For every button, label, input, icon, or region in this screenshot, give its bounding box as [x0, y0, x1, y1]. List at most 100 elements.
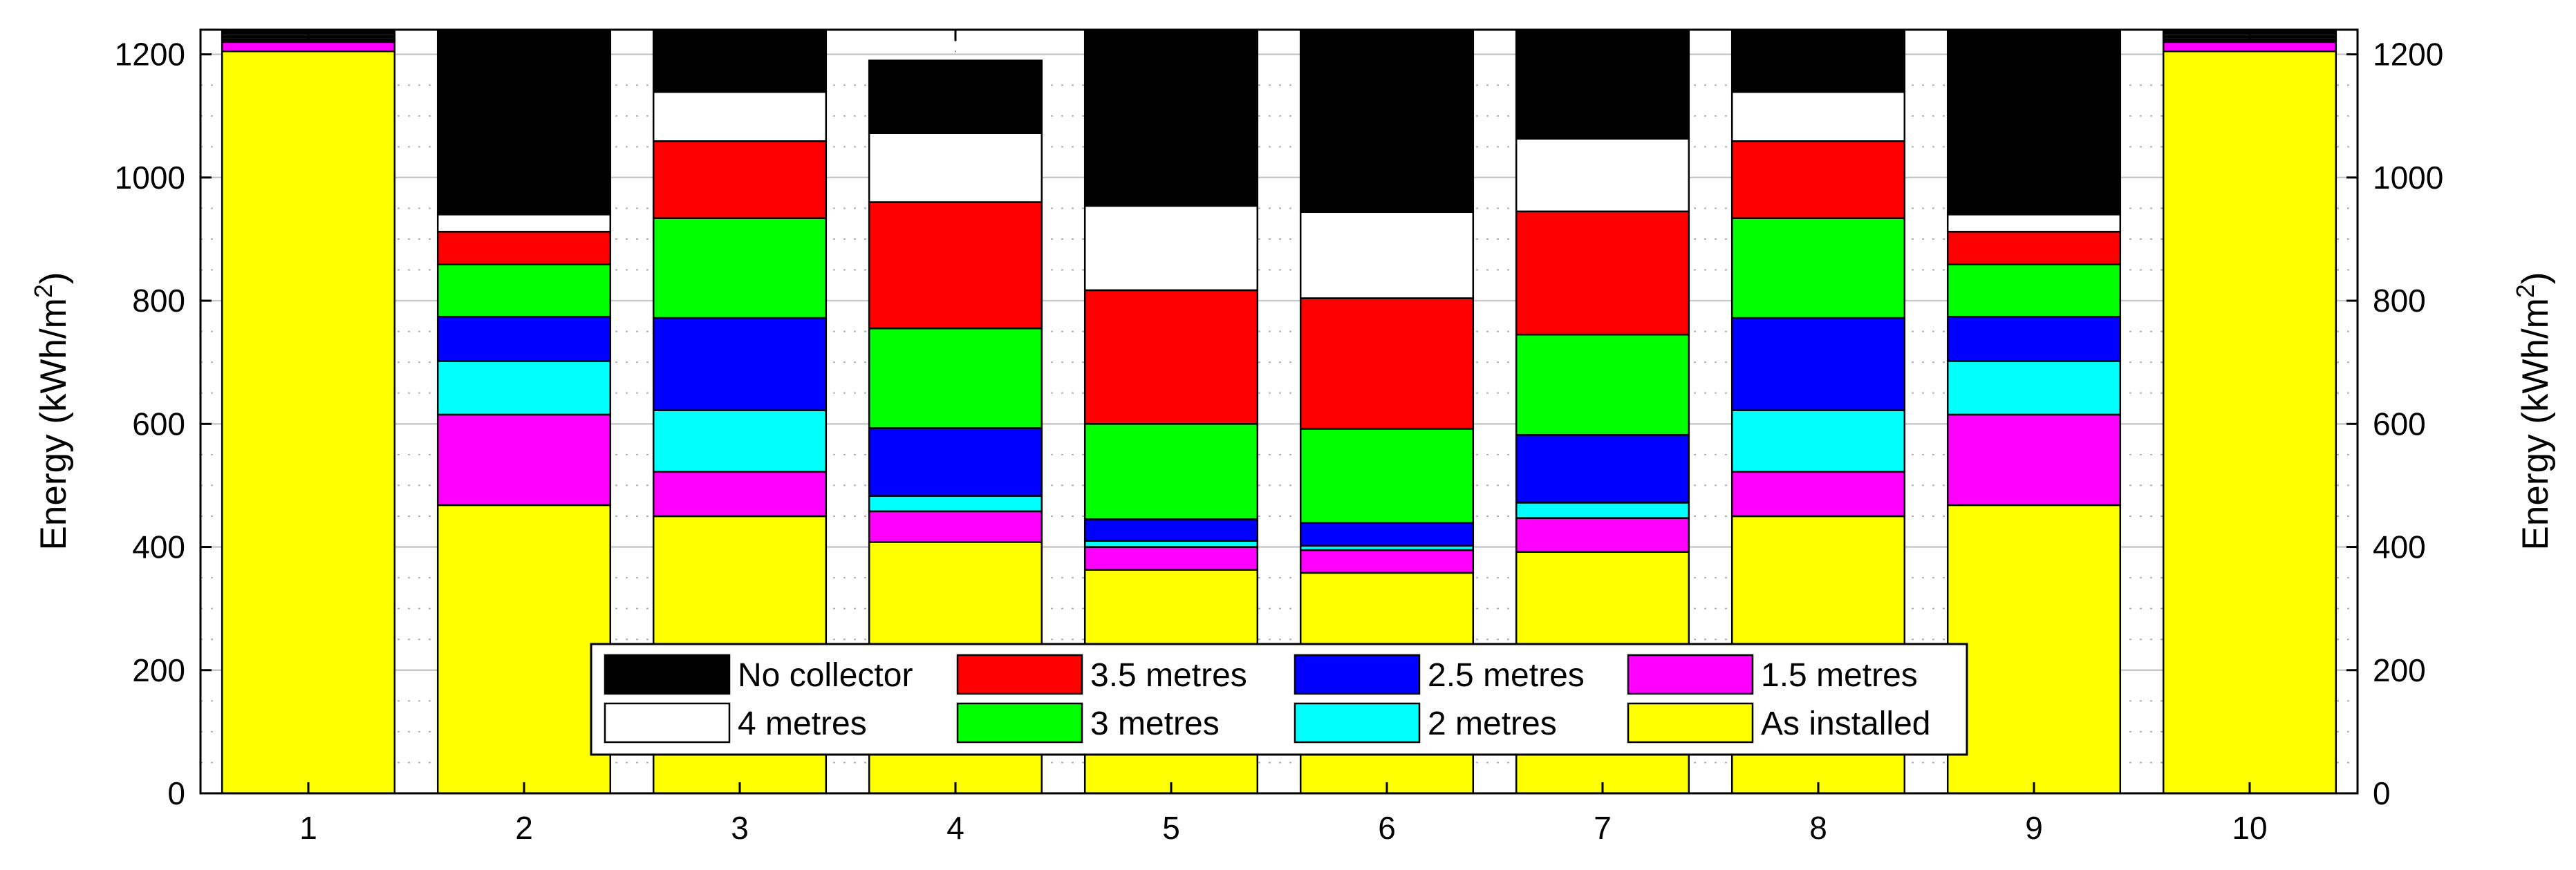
y-tick-label-right: 800: [2373, 283, 2426, 319]
bar-segment: [2162, 41, 2337, 53]
bar-segment: [1515, 28, 1690, 140]
legend-swatch: [956, 654, 1083, 695]
legend-label: 4 metres: [738, 706, 867, 742]
y-axis-title-left-close: ): [33, 272, 74, 285]
y-tick-label-left: 200: [132, 652, 185, 688]
bar-segment: [1515, 517, 1690, 553]
bar-segment: [652, 217, 828, 319]
y-axis-title-left-sup: 2: [29, 284, 57, 298]
bar-segment: [868, 132, 1043, 203]
bar-segment: [221, 41, 396, 53]
y-tick-label-left: 800: [132, 283, 185, 319]
bar-segment: [652, 316, 828, 411]
bar-segment: [1730, 409, 1906, 473]
bar-segment: [1515, 502, 1690, 519]
legend-swatch: [604, 702, 731, 744]
y-tick-label-right: 200: [2373, 652, 2426, 688]
bar-segment: [868, 59, 1043, 134]
bar-segment: [1083, 423, 1259, 520]
bar-segment: [436, 316, 612, 362]
bar-segment: [1946, 504, 2122, 795]
legend-swatch: [956, 702, 1083, 744]
x-tick-label: 1: [299, 810, 317, 846]
bar-segment: [868, 427, 1043, 497]
y-axis-title-left-main: Energy (kWh/m: [33, 298, 74, 550]
legend-swatch: [1294, 654, 1421, 695]
y-tick-label-right: 600: [2373, 406, 2426, 442]
bar-segment: [1515, 138, 1690, 213]
x-tick-label: 8: [1809, 810, 1827, 846]
x-tick-label: 4: [946, 810, 964, 846]
x-tick-label: 2: [515, 810, 533, 846]
bar-segment: [436, 413, 612, 507]
y-axis-title-right-close: ): [2515, 272, 2556, 285]
bar-segment: [1083, 546, 1259, 571]
bar-segment: [1730, 316, 1906, 411]
bar-segment: [652, 409, 828, 473]
legend-swatch: [1627, 702, 1754, 744]
bar-segment: [1730, 217, 1906, 319]
bar-segment: [652, 140, 828, 219]
bar-segment: [868, 327, 1043, 429]
x-tick-label: 5: [1162, 810, 1180, 846]
plot-frame: [199, 28, 2359, 795]
legend-swatch: [604, 654, 731, 695]
legend-swatch: [1294, 702, 1421, 744]
y-axis-title-right-sup: 2: [2511, 284, 2539, 298]
x-tick-label: 9: [2025, 810, 2043, 846]
bar-segment: [436, 504, 612, 795]
y-tick-label-left: 600: [132, 406, 185, 442]
x-tick-label: 3: [731, 810, 749, 846]
y-tick-label-left: 1000: [115, 160, 185, 196]
bar-segment: [1083, 289, 1259, 425]
bar-segment: [1946, 214, 2122, 233]
legend: No collector 3.5 metres 2.5 metres 1.5 metr…: [590, 643, 1968, 756]
bar-segment: [652, 91, 828, 142]
legend-label: 2.5 metres: [1428, 657, 1585, 694]
bar-segment: [1299, 211, 1475, 299]
bar-segment: [1299, 428, 1475, 524]
legend-swatch: [1627, 654, 1754, 695]
bar-segment: [868, 510, 1043, 543]
bar-segment: [1730, 471, 1906, 518]
legend-label: 1.5 metres: [1761, 657, 1918, 694]
bar-segment: [1730, 140, 1906, 219]
bar-segment: [1083, 205, 1259, 292]
bar-segment: [1730, 91, 1906, 142]
y-tick-label-right: 0: [2373, 775, 2391, 811]
x-tick-label: 7: [1594, 810, 1612, 846]
bar-segment: [1515, 434, 1690, 504]
legend-label: 3.5 metres: [1090, 657, 1247, 694]
legend-label: As installed: [1761, 706, 1930, 742]
y-tick-label-right: 400: [2373, 529, 2426, 565]
y-axis-title-left: Energy (kWh/m2): [29, 272, 74, 551]
bar-segment: [1083, 28, 1259, 207]
bar-segment: [1515, 333, 1690, 436]
bar-segment: [436, 263, 612, 318]
y-tick-label-left: 0: [167, 775, 185, 811]
legend-label: 2 metres: [1428, 706, 1557, 742]
bar-segment: [1515, 210, 1690, 336]
bar-segment: [1946, 413, 2122, 507]
bar-segment: [221, 50, 396, 795]
bar-segment: [1083, 540, 1259, 548]
legend-label: No collector: [738, 657, 913, 694]
y-tick-label-right: 1200: [2373, 37, 2443, 73]
bar-segment: [436, 360, 612, 416]
bar-segment: [652, 471, 828, 518]
bar-segment: [436, 231, 612, 265]
bar-segment: [868, 201, 1043, 330]
bar-segment: [1299, 297, 1475, 430]
y-tick-label-left: 1200: [115, 37, 185, 73]
bar-segment: [436, 214, 612, 233]
bar-segment: [2162, 50, 2337, 795]
bar-segment: [1083, 518, 1259, 542]
x-tick-label: 10: [2232, 810, 2267, 846]
y-axis-title-right-main: Energy (kWh/m: [2515, 298, 2556, 550]
bar-segment: [1299, 522, 1475, 547]
bar-segment: [1946, 263, 2122, 318]
legend-label: 3 metres: [1090, 706, 1220, 742]
bar-segment: [1946, 28, 2122, 216]
